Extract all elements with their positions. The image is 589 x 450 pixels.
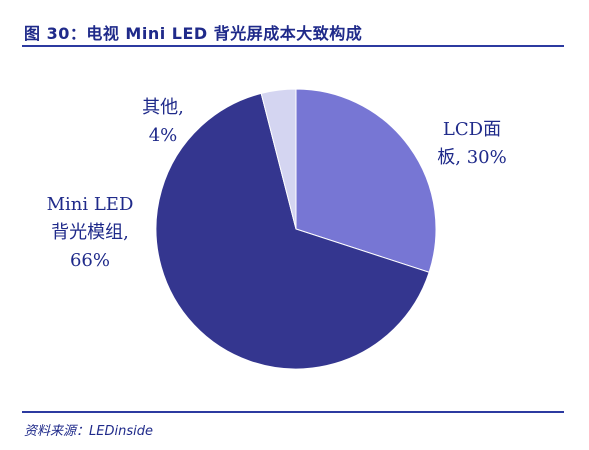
title-underline — [22, 45, 564, 47]
slice-label-1: Mini LED 背光模组, 66% — [47, 194, 134, 271]
slice-label-0: LCD面板, 30% — [437, 119, 506, 168]
pie-slice-2 — [260, 88, 297, 230]
slice-label-2: 其他, 4% — [142, 97, 184, 146]
pie-slice-0 — [295, 88, 437, 273]
slice-label-line: Mini LED — [47, 194, 134, 215]
footer-rule — [22, 411, 564, 413]
pie-slices — [155, 88, 437, 370]
slice-label-line: 板, 30% — [437, 147, 506, 168]
slice-label-line: 4% — [149, 125, 178, 146]
source-note: 资料来源：LEDinside — [24, 424, 153, 439]
chart-title: 图 30：电视 Mini LED 背光屏成本大致构成 — [24, 24, 363, 43]
pie-labels: LCD面板, 30% Mini LED 背光模组, 66% 其他, 4% — [47, 97, 507, 271]
slice-label-line: 其他, — [142, 97, 184, 118]
pie-slice-1 — [155, 92, 430, 370]
slice-label-line: LCD面 — [443, 119, 501, 140]
slice-label-line: 背光模组, — [51, 222, 129, 243]
slice-label-line: 66% — [70, 250, 110, 271]
